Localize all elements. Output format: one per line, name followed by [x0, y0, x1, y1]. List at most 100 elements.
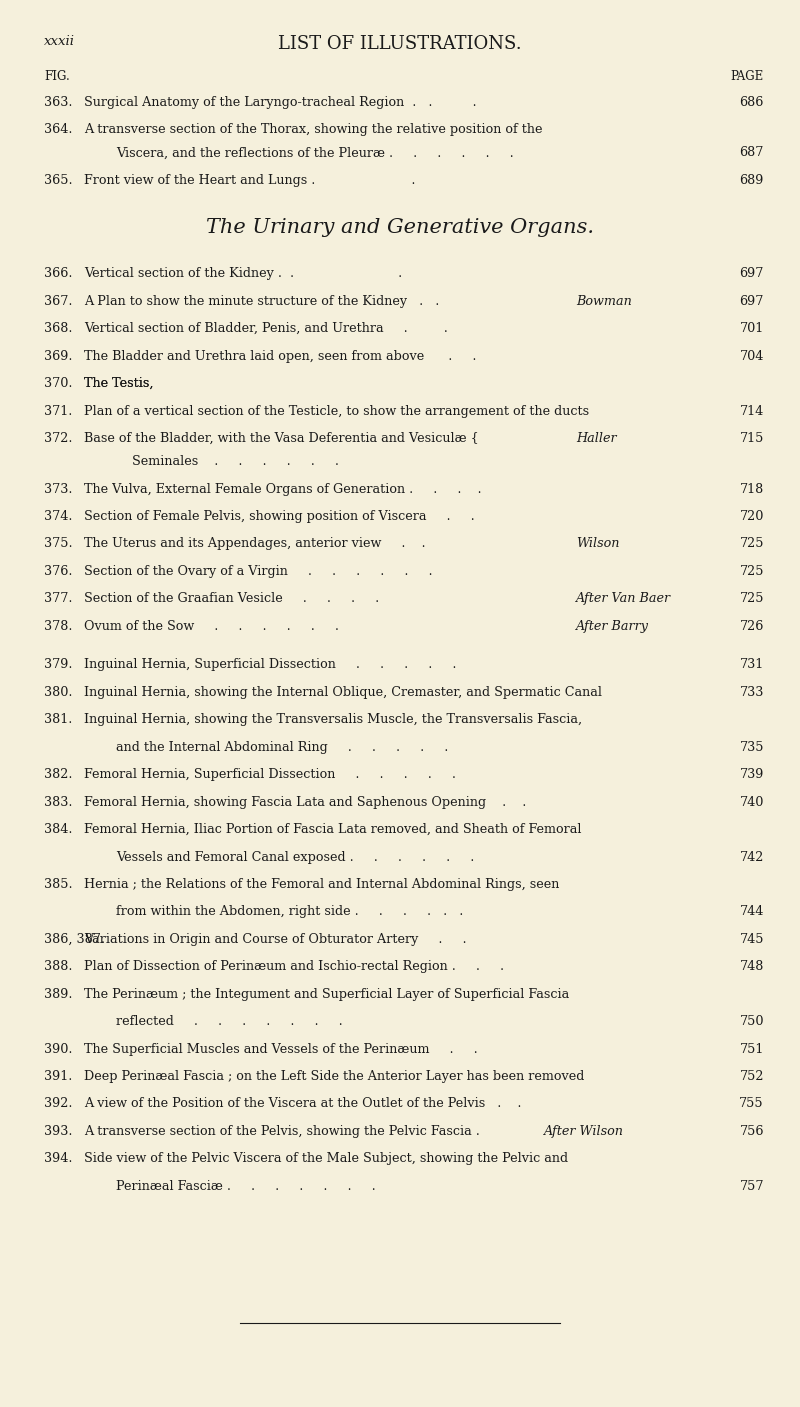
Text: 382.: 382.	[44, 768, 73, 781]
Text: 394.: 394.	[44, 1152, 73, 1165]
Text: 757: 757	[739, 1179, 764, 1193]
Text: 731: 731	[740, 658, 764, 671]
Text: 714: 714	[740, 404, 764, 418]
Text: 752: 752	[739, 1069, 764, 1083]
Text: 739: 739	[740, 768, 764, 781]
Text: 687: 687	[740, 146, 764, 159]
Text: A transverse section of the Pelvis, showing the Pelvic Fascia .: A transverse section of the Pelvis, show…	[84, 1124, 480, 1138]
Text: 367.: 367.	[44, 295, 73, 308]
Text: The Superficial Muscles and Vessels of the Perinæum     .     .: The Superficial Muscles and Vessels of t…	[84, 1043, 478, 1055]
Text: 740: 740	[740, 795, 764, 809]
Text: Femoral Hernia, Iliac Portion of Fascia Lata removed, and Sheath of Femoral: Femoral Hernia, Iliac Portion of Fascia …	[84, 823, 582, 836]
Text: 726: 726	[740, 619, 764, 633]
Text: Plan of Dissection of Perinæum and Ischio-rectal Region .     .     .: Plan of Dissection of Perinæum and Ischi…	[84, 960, 504, 974]
Text: Vertical section of the Kidney .  .                          .: Vertical section of the Kidney . . .	[84, 267, 402, 280]
Text: After Wilson: After Wilson	[544, 1124, 624, 1138]
Text: A transverse section of the Thorax, showing the relative position of the: A transverse section of the Thorax, show…	[84, 124, 542, 136]
Text: 697: 697	[740, 267, 764, 280]
Text: 748: 748	[740, 960, 764, 974]
Text: 370.: 370.	[44, 377, 73, 390]
Text: Variations in Origin and Course of Obturator Artery     .     .: Variations in Origin and Course of Obtur…	[84, 933, 466, 946]
Text: The Testis,: The Testis,	[84, 377, 158, 390]
Text: and the Internal Abdominal Ring     .     .     .     .     .: and the Internal Abdominal Ring . . . . …	[116, 740, 448, 754]
Text: A view of the Position of the Viscera at the Outlet of the Pelvis   .    .: A view of the Position of the Viscera at…	[84, 1097, 522, 1110]
Text: 366.: 366.	[44, 267, 73, 280]
Text: 704: 704	[740, 349, 764, 363]
Text: 390.: 390.	[44, 1043, 73, 1055]
Text: 393.: 393.	[44, 1124, 73, 1138]
Text: The Bladder and Urethra laid open, seen from above      .     .: The Bladder and Urethra laid open, seen …	[84, 349, 477, 363]
Text: After Van Baer: After Van Baer	[576, 592, 671, 605]
Text: 742: 742	[740, 850, 764, 864]
Text: After Barry: After Barry	[576, 619, 649, 633]
Text: 755: 755	[739, 1097, 764, 1110]
Text: 744: 744	[740, 905, 764, 919]
Text: Perinæal Fasciæ .     .     .     .     .     .     .: Perinæal Fasciæ . . . . . . .	[116, 1179, 376, 1193]
Text: Front view of the Heart and Lungs .                        .: Front view of the Heart and Lungs . .	[84, 174, 415, 187]
Text: 391.: 391.	[44, 1069, 72, 1083]
Text: Hernia ; the Relations of the Femoral and Internal Abdominal Rings, seen: Hernia ; the Relations of the Femoral an…	[84, 878, 559, 891]
Text: 383.: 383.	[44, 795, 73, 809]
Text: A Plan to show the minute structure of the Kidney   .   .: A Plan to show the minute structure of t…	[84, 295, 439, 308]
Text: The Perinæum ; the Integument and Superficial Layer of Superficial Fascia: The Perinæum ; the Integument and Superf…	[84, 988, 570, 1000]
Text: 378.: 378.	[44, 619, 73, 633]
Text: Seminales    .     .     .     .     .     .: Seminales . . . . . .	[132, 454, 339, 469]
Text: 686: 686	[740, 96, 764, 108]
Text: 735: 735	[739, 740, 764, 754]
Text: 385.: 385.	[44, 878, 73, 891]
Text: Section of the Graafian Vesicle     .     .     .     .: Section of the Graafian Vesicle . . . .	[84, 592, 379, 605]
Text: Side view of the Pelvic Viscera of the Male Subject, showing the Pelvic and: Side view of the Pelvic Viscera of the M…	[84, 1152, 568, 1165]
Text: 725: 725	[739, 537, 764, 550]
Text: 381.: 381.	[44, 713, 72, 726]
Text: Plan of a vertical section of the Testicle, to show the arrangement of the ducts: Plan of a vertical section of the Testic…	[84, 404, 589, 418]
Text: 751: 751	[740, 1043, 764, 1055]
Text: Section of the Ovary of a Virgin     .     .     .     .     .     .: Section of the Ovary of a Virgin . . . .…	[84, 564, 433, 578]
Text: Deep Perinæal Fascia ; on the Left Side the Anterior Layer has been removed: Deep Perinæal Fascia ; on the Left Side …	[84, 1069, 584, 1083]
Text: 715: 715	[740, 432, 764, 445]
Text: Viscera, and the reflections of the Pleuræ .     .     .     .     .     .: Viscera, and the reflections of the Pleu…	[116, 146, 514, 159]
Text: FIG.: FIG.	[44, 70, 70, 83]
Text: Vertical section of Bladder, Penis, and Urethra     .         .: Vertical section of Bladder, Penis, and …	[84, 322, 448, 335]
Text: Base of the Bladder, with the Vasa Deferentia and Vesiculæ {: Base of the Bladder, with the Vasa Defer…	[84, 432, 478, 445]
Text: The Urinary and Generative Organs.: The Urinary and Generative Organs.	[206, 218, 594, 238]
Text: Section of Female Pelvis, showing position of Viscera     .     .: Section of Female Pelvis, showing positi…	[84, 509, 474, 523]
Text: The Uterus and its Appendages, anterior view     .    .: The Uterus and its Appendages, anterior …	[84, 537, 426, 550]
Text: Vessels and Femoral Canal exposed .     .     .     .     .     .: Vessels and Femoral Canal exposed . . . …	[116, 850, 474, 864]
Text: 368.: 368.	[44, 322, 73, 335]
Text: 718: 718	[740, 483, 764, 495]
Text: The Testis,: The Testis,	[84, 377, 158, 390]
Text: reflected     .     .     .     .     .     .     .: reflected . . . . . . .	[116, 1014, 342, 1029]
Text: 389.: 389.	[44, 988, 73, 1000]
Text: LIST OF ILLUSTRATIONS.: LIST OF ILLUSTRATIONS.	[278, 35, 522, 53]
Text: Wilson: Wilson	[576, 537, 619, 550]
Text: Femoral Hernia, Superficial Dissection     .     .     .     .     .: Femoral Hernia, Superficial Dissection .…	[84, 768, 456, 781]
Text: Bowman: Bowman	[576, 295, 632, 308]
Text: 386, 387.: 386, 387.	[44, 933, 105, 946]
Text: 379.: 379.	[44, 658, 73, 671]
Text: 373.: 373.	[44, 483, 73, 495]
Text: 689: 689	[740, 174, 764, 187]
Text: xxxii: xxxii	[44, 35, 75, 48]
Text: The Vulva, External Female Organs of Generation .     .     .    .: The Vulva, External Female Organs of Gen…	[84, 483, 482, 495]
Text: 697: 697	[740, 295, 764, 308]
Text: 372.: 372.	[44, 432, 73, 445]
Text: 725: 725	[739, 564, 764, 578]
Text: Ovum of the Sow     .     .     .     .     .     .: Ovum of the Sow . . . . . .	[84, 619, 339, 633]
Text: 756: 756	[739, 1124, 764, 1138]
Text: 725: 725	[739, 592, 764, 605]
Text: 745: 745	[739, 933, 764, 946]
Text: 371.: 371.	[44, 404, 72, 418]
Text: from within the Abdomen, right side .     .     .     .   .   .: from within the Abdomen, right side . . …	[116, 905, 463, 919]
Text: Inguinal Hernia, showing the Internal Oblique, Cremaster, and Spermatic Canal: Inguinal Hernia, showing the Internal Ob…	[84, 685, 602, 699]
Text: 365.: 365.	[44, 174, 73, 187]
Text: Inguinal Hernia, Superficial Dissection     .     .     .     .     .: Inguinal Hernia, Superficial Dissection …	[84, 658, 457, 671]
Text: Inguinal Hernia, showing the Transversalis Muscle, the Transversalis Fascia,: Inguinal Hernia, showing the Transversal…	[84, 713, 582, 726]
Text: Surgical Anatomy of the Laryngo-tracheal Region  .   .          .: Surgical Anatomy of the Laryngo-tracheal…	[84, 96, 477, 108]
Text: 363.: 363.	[44, 96, 73, 108]
Text: 392.: 392.	[44, 1097, 73, 1110]
Text: Femoral Hernia, showing Fascia Lata and Saphenous Opening    .    .: Femoral Hernia, showing Fascia Lata and …	[84, 795, 526, 809]
Text: 374.: 374.	[44, 509, 73, 523]
Text: 750: 750	[739, 1014, 764, 1029]
Text: 380.: 380.	[44, 685, 73, 699]
Text: 369.: 369.	[44, 349, 73, 363]
